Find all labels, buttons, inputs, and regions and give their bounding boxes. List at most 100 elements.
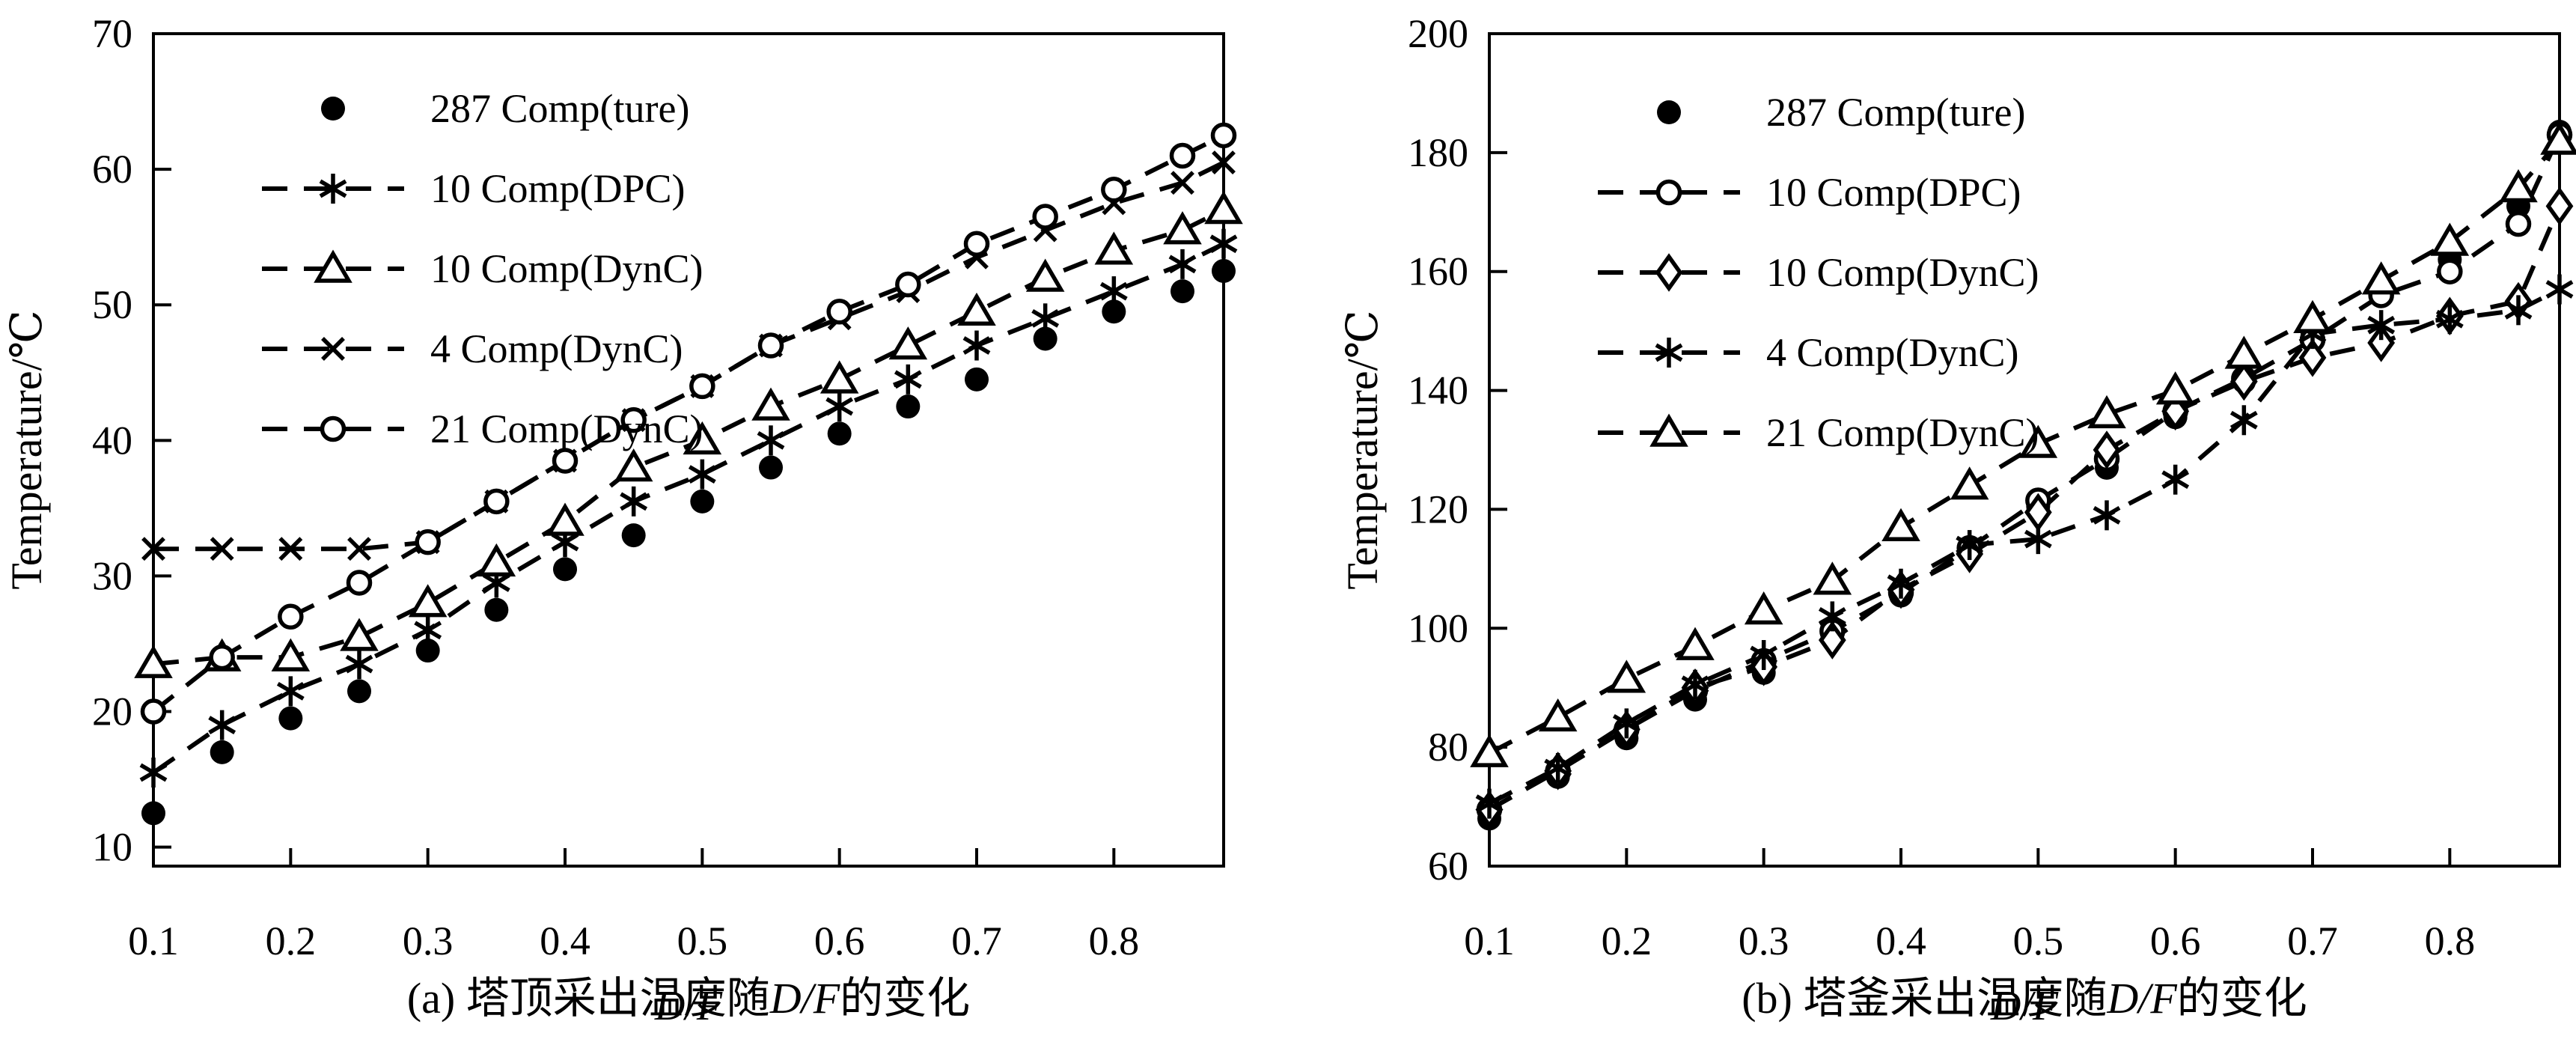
y-tick-label: 100: [1408, 606, 1468, 651]
series-markers-asterisk: [1475, 274, 2574, 819]
series-markers-x: [141, 150, 1236, 561]
x-tick-label: 0.4: [1875, 919, 1926, 963]
asterisk-marker: [825, 397, 854, 416]
triangle-marker: [1881, 508, 1920, 542]
asterisk-marker: [1612, 714, 1640, 733]
x-marker: [141, 537, 165, 561]
y-tick-label: 70: [92, 11, 132, 56]
y-tick-label: 10: [92, 825, 132, 870]
legend-label: 287 Comp(ture): [1766, 90, 2025, 135]
series-line-asterisk: [1488, 287, 2561, 806]
filled-circle-marker: [1033, 326, 1057, 351]
x-marker: [1212, 150, 1236, 174]
triangle-marker: [2361, 261, 2401, 295]
filled-circle-marker: [1171, 279, 1194, 304]
triangle-marker: [751, 387, 790, 421]
x-marker: [1171, 171, 1194, 195]
triangle-marker: [340, 618, 379, 651]
filled-circle-marker: [347, 679, 371, 704]
open-circle-marker: [2505, 210, 2532, 237]
caption-b: (b) 塔釜采出温度随D/F的变化: [1489, 963, 2560, 1023]
chart-a: 10 20 30 40 50 60 70 0.1 0.2 0.3 0.4 0.5 0.6 0.7 0.8 Te…: [2, 11, 1243, 1029]
asterisk-marker: [551, 532, 579, 552]
triangle-marker: [1025, 258, 1065, 292]
open-circle-marker: [1169, 142, 1196, 169]
y-tick-label: 140: [1408, 368, 1468, 413]
triangle-marker: [2155, 371, 2195, 405]
triangle-marker: [957, 292, 996, 326]
open-circle-marker: [826, 299, 852, 325]
filled-circle-marker: [827, 421, 852, 446]
asterisk-marker: [1887, 574, 1915, 594]
legend-label: 10 Comp(DynC): [430, 246, 703, 291]
y-tick-label: 50: [92, 282, 132, 327]
open-circle-marker: [689, 373, 715, 400]
triangle-marker: [614, 448, 653, 482]
series-markers-open-circle: [140, 122, 1237, 725]
x-tick-label: 0.7: [2287, 919, 2338, 963]
triangle-marker: [546, 502, 585, 536]
chartB-plot: 60 80 100 120 140 160 180 200 0.1 0.2 0.3 0.4 0.5 0.6…: [1338, 11, 2576, 1029]
asterisk-marker: [1681, 675, 1709, 695]
triangle-marker: [1470, 734, 1509, 767]
asterisk-marker: [1209, 234, 1238, 254]
triangle-marker: [2430, 222, 2470, 256]
diamond-marker: [1655, 253, 1683, 292]
legend-label: 21 Comp(DynC): [1766, 410, 2039, 455]
asterisk-marker: [962, 336, 991, 355]
legend-item: 10 Comp(DynC): [262, 246, 703, 291]
asterisk-marker: [757, 430, 785, 450]
x-tick-label: 0.5: [2013, 919, 2064, 963]
asterisk-marker: [2504, 300, 2533, 320]
legend-item: 10 Comp(DPC): [262, 166, 686, 211]
x-marker: [278, 537, 303, 561]
legend-item: 287 Comp(ture): [321, 86, 689, 131]
legend-item: 21 Comp(DynC): [262, 406, 703, 451]
open-circle-marker: [320, 415, 347, 442]
asterisk-marker: [2093, 506, 2121, 525]
triangle-marker: [2499, 169, 2538, 203]
y-tick-label: 60: [1428, 844, 1468, 889]
diamond-marker: [2229, 362, 2258, 401]
legend-item: 287 Comp(ture): [1657, 90, 2025, 135]
y-axis-label: Temperature/℃: [2, 310, 51, 589]
asterisk-marker: [620, 492, 648, 511]
asterisk-marker: [208, 716, 236, 735]
asterisk-marker: [319, 179, 347, 198]
series-markers-triangle: [134, 190, 1243, 678]
open-circle-marker: [963, 231, 990, 257]
filled-circle-marker: [690, 489, 715, 514]
legend-label: 10 Comp(DPC): [430, 166, 686, 211]
series-markers-asterisk: [139, 228, 1238, 788]
y-tick-label: 30: [92, 553, 132, 598]
chartA-plot: 10 20 30 40 50 60 70 0.1 0.2 0.3 0.4 0.5 0.6 0.7 0.8 Te…: [2, 11, 1243, 1029]
triangle-marker: [1744, 591, 1783, 625]
x-tick-label: 0.7: [951, 919, 1002, 963]
filled-circle-marker: [415, 639, 440, 663]
legend-item: 10 Comp(DynC): [1598, 250, 2039, 295]
filled-circle-marker: [896, 394, 921, 419]
asterisk-marker: [276, 682, 305, 701]
asterisk-marker: [1956, 535, 1984, 555]
filled-circle-marker: [484, 597, 509, 622]
diamond-marker: [2367, 323, 2396, 362]
plot-border: [1488, 32, 2561, 868]
series-line-diamond: [1488, 205, 2562, 812]
asterisk-marker: [1099, 281, 1128, 301]
x-tick-label: 0.1: [128, 919, 179, 963]
caption-a-df: D/F: [769, 974, 840, 1023]
filled-circle-marker: [621, 523, 646, 548]
series-line-asterisk: [152, 242, 1225, 775]
caption-b-suffix: 的变化: [2176, 974, 2307, 1023]
triangle-marker: [2018, 424, 2058, 458]
filled-circle-marker: [1212, 258, 1236, 283]
triangle-marker: [1813, 561, 1852, 595]
open-circle-marker: [1210, 122, 1237, 149]
caption-b-df: D/F: [2107, 974, 2177, 1023]
legend: 287 Comp(ture) 10 Comp(DPC) 10 Comp(DynC) 4…: [262, 86, 703, 451]
x-axis-label: D/F: [654, 983, 723, 1029]
asterisk-marker: [139, 763, 168, 782]
open-circle-marker: [2437, 258, 2463, 284]
x-tick-label: 0.2: [266, 919, 317, 963]
x-tick-label: 0.2: [1602, 919, 1652, 963]
